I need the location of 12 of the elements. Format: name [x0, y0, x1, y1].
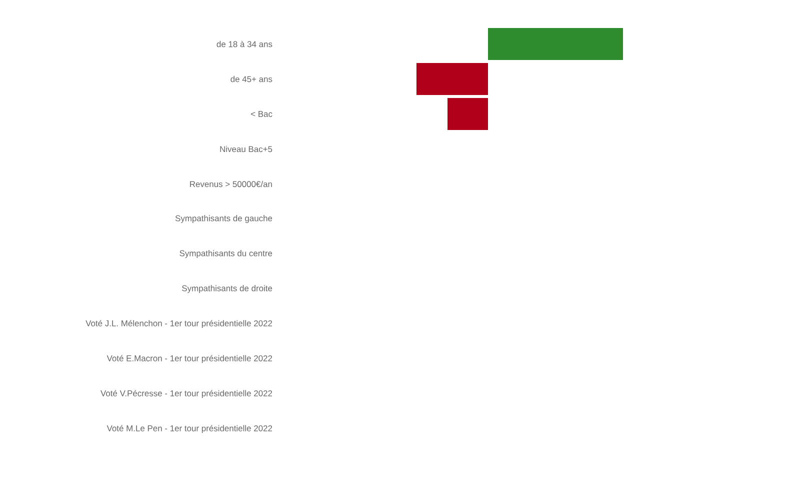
- y-tick-label: Sympathisants de droite: [182, 285, 272, 293]
- y-tick-label: Voté J.L. Mélenchon - 1er tour présidentielle 2022: [86, 320, 272, 328]
- y-tick-label: de 45+ ans: [230, 76, 272, 82]
- y-tick-label: Sympathisants de gauche: [175, 215, 272, 223]
- y-tick-label: Voté M.Le Pen - 1er tour présidentielle 2022: [106, 425, 272, 433]
- y-tick-label: Voté E.Macron - 1er tour présidentielle 2022: [106, 355, 272, 363]
- y-tick-label: < Bac: [251, 111, 272, 117]
- y-tick-label: de 18 à 34 ans: [216, 40, 272, 48]
- y-tick-label: Sympathisants du centre: [180, 250, 272, 258]
- y-tick-label: Revenus > 50000€/an: [190, 180, 272, 188]
- y-tick-label: Niveau Bac+5: [220, 146, 272, 152]
- y-tick-label: Voté V.Pécresse - 1er tour présidentielle 2022: [100, 390, 272, 398]
